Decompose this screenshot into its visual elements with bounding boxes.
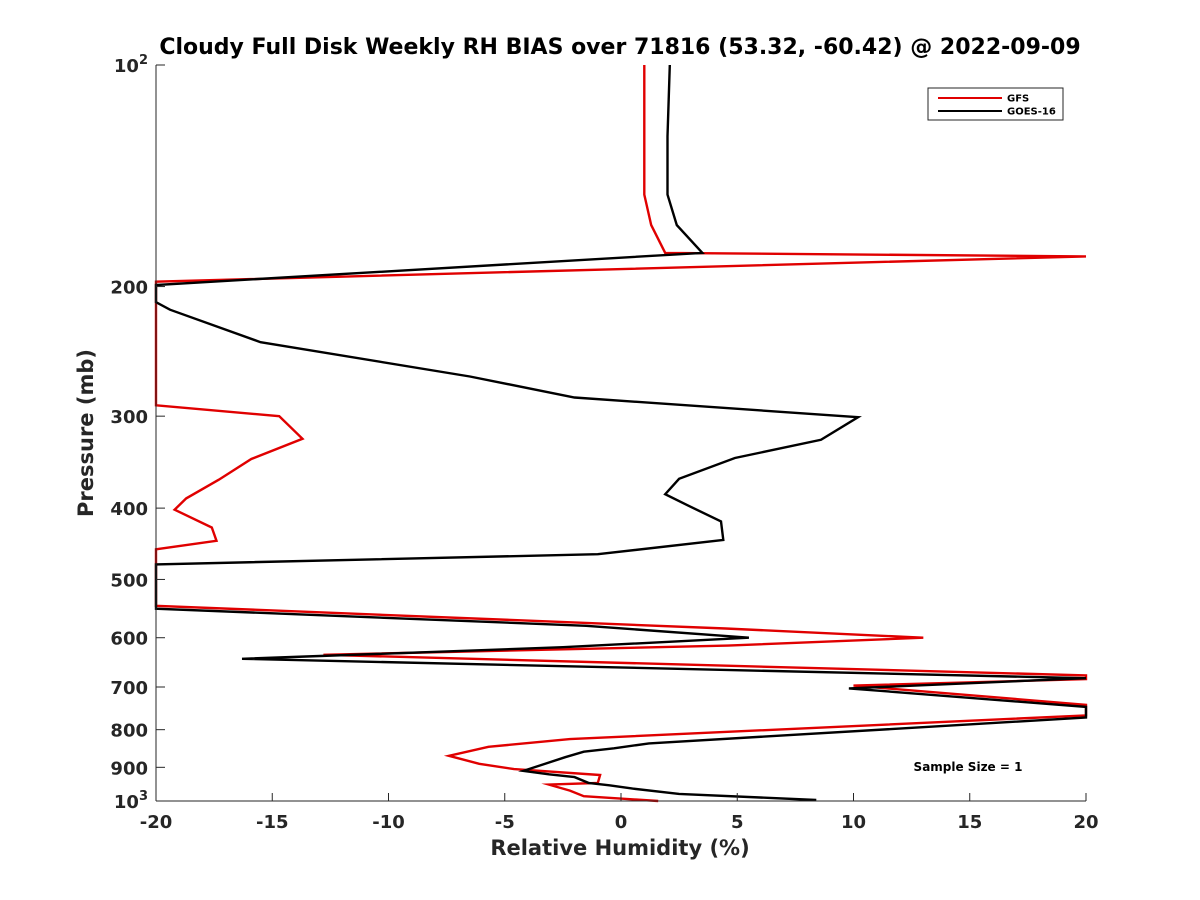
legend-label-gfs: GFS	[1007, 94, 1029, 105]
x-tick-label: -10	[372, 812, 405, 833]
y-tick-label: 400	[110, 499, 148, 520]
y-tick-label: 300	[110, 407, 148, 428]
x-tick-label: 15	[957, 812, 982, 833]
y-axis-label: Pressure (mb)	[74, 349, 98, 517]
legend-label-goes16: GOES-16	[1007, 107, 1056, 118]
ticks-layer: -20 -15 -10 -5 0 5 10 15 20 102 200 300 400 500 600 700…	[110, 53, 1098, 833]
x-tick-label: -5	[495, 812, 515, 833]
sample-size-annotation: Sample Size = 1	[914, 760, 1023, 774]
x-tick-label: -20	[140, 812, 173, 833]
y-tick-label: 500	[110, 570, 148, 591]
x-tick-label: -15	[256, 812, 289, 833]
legend-box	[927, 87, 1064, 121]
y-tick-label: 900	[110, 758, 148, 779]
legend: GFS GOES-16	[927, 87, 1064, 121]
chart-title: Cloudy Full Disk Weekly RH BIAS over 718…	[159, 35, 1080, 60]
x-axis-label: Relative Humidity (%)	[490, 836, 749, 860]
x-tick-label: 20	[1073, 812, 1098, 833]
y-tick-label: 700	[110, 678, 148, 699]
y-tick-label: 200	[110, 278, 148, 299]
x-tick-label: 10	[841, 812, 866, 833]
y-tick-label: 103	[114, 789, 148, 813]
x-tick-label: 5	[731, 812, 744, 833]
y-tick-label: 102	[114, 53, 148, 77]
y-tick-label: 600	[110, 629, 148, 650]
y-tick-label: 800	[110, 721, 148, 742]
x-tick-label: 0	[615, 812, 628, 833]
